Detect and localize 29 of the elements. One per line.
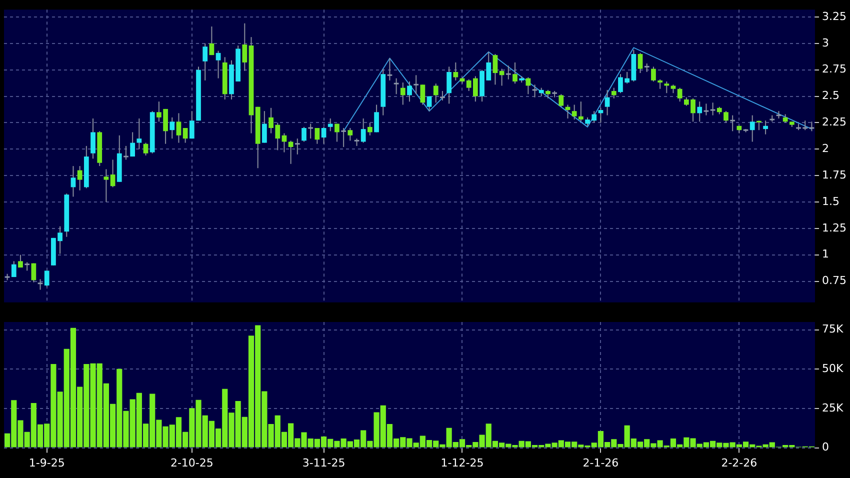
candlestick	[387, 58, 392, 80]
y-tick-label: 75K	[822, 322, 844, 336]
x-tick-label: 3-11-25	[302, 456, 346, 470]
y-tick-label: 25K	[822, 401, 844, 414]
candlestick	[710, 102, 716, 116]
y-tick-label: 2.5	[822, 89, 840, 102]
y-tick-label: 1.5	[822, 194, 840, 208]
x-tick-label: 1-9-25	[28, 456, 65, 470]
y-tick-label: 1	[822, 248, 829, 261]
y-tick-label: 2.25	[822, 116, 846, 129]
candlestick	[532, 84, 538, 98]
y-tick-label: 1.25	[822, 221, 846, 234]
y-tick-label: 0	[822, 440, 829, 454]
candlestick	[341, 128, 346, 148]
y-tick-label: 3	[822, 36, 829, 50]
candlestick	[104, 169, 109, 202]
y-tick-label: 2	[822, 142, 829, 155]
y-tick-label: 3.25	[822, 10, 846, 23]
x-tick-label: 2-10-25	[170, 456, 214, 470]
y-tick-label: 1.75	[822, 168, 846, 182]
x-tick-label: 2-1-26	[582, 456, 619, 470]
candlestick	[294, 138, 300, 154]
x-tick-label: 1-12-25	[440, 456, 484, 470]
y-tick-label: 2.75	[822, 62, 846, 76]
y-tick-label: 0.75	[822, 274, 846, 288]
candlestick	[414, 75, 419, 94]
y-tick-label: 50K	[822, 362, 844, 376]
x-tick-label: 2-2-26	[721, 456, 758, 470]
candlestick	[506, 66, 511, 80]
